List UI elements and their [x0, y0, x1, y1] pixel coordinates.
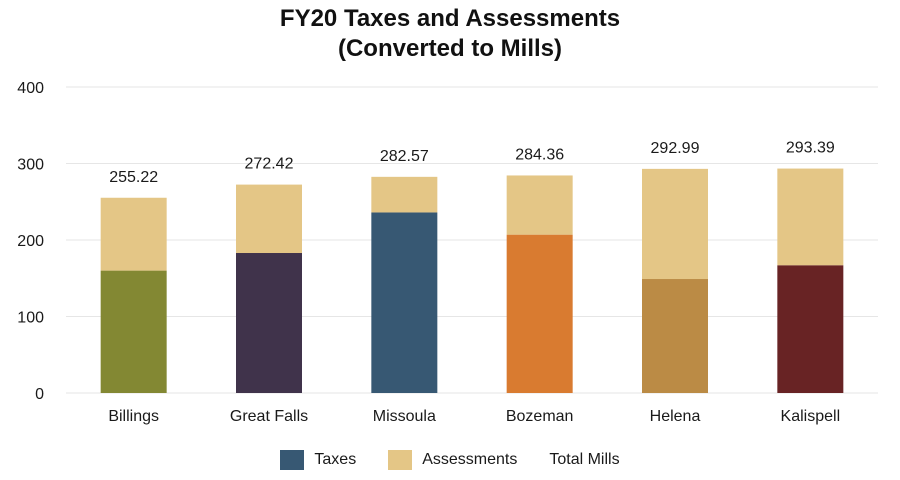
legend-label-assessments: Assessments [422, 451, 518, 468]
chart-legend: Taxes Assessments Total Mills [0, 446, 900, 474]
bar-assessments-missoula [371, 176, 438, 213]
data-label-total: 272.42 [245, 156, 294, 173]
bar-taxes-billings [100, 270, 167, 393]
bar-assessments-helena [642, 168, 708, 280]
data-label-total: 255.22 [109, 169, 158, 186]
x-tick-label: Missoula [373, 408, 436, 425]
data-label-total: 293.39 [786, 140, 835, 157]
bar-taxes-great-falls [236, 253, 302, 393]
data-label-total: 282.57 [380, 148, 429, 165]
y-tick-label: 0 [35, 386, 44, 403]
y-tick-label: 400 [17, 80, 44, 97]
legend-label-taxes: Taxes [314, 451, 357, 468]
y-tick-label: 300 [17, 157, 44, 174]
bar-taxes-bozeman [506, 234, 573, 393]
y-tick-label: 100 [17, 310, 44, 327]
x-tick-label: Billings [108, 408, 159, 425]
bar-taxes-missoula [371, 212, 438, 393]
bar-assessments-bozeman [506, 175, 573, 235]
bar-assessments-billings [100, 197, 167, 271]
data-label-total: 284.36 [515, 146, 564, 163]
data-label-total: 292.99 [651, 140, 700, 157]
bar-taxes-helena [642, 279, 708, 393]
legend-swatch-assessments [388, 450, 413, 470]
chart-title: FY20 Taxes and Assessments [279, 5, 621, 32]
x-tick-label: Helena [650, 408, 701, 425]
x-tick-label: Kalispell [781, 408, 841, 425]
legend-swatch-taxes [280, 450, 305, 470]
x-tick-label: Bozeman [506, 408, 574, 425]
bar-taxes-kalispell [777, 265, 844, 393]
legend-item-assessments: Assessments [388, 450, 517, 470]
y-tick-label: 200 [17, 233, 44, 250]
bar-assessments-great-falls [236, 184, 302, 254]
legend-label-total-mills: Total Mills [549, 451, 620, 468]
legend-item-total-mills: Total Mills [549, 450, 619, 470]
legend-item-taxes: Taxes [280, 450, 356, 470]
chart-subtitle: (Converted to Mills) [337, 35, 562, 62]
bar-assessments-kalispell [777, 168, 844, 266]
x-tick-label: Great Falls [230, 408, 308, 425]
